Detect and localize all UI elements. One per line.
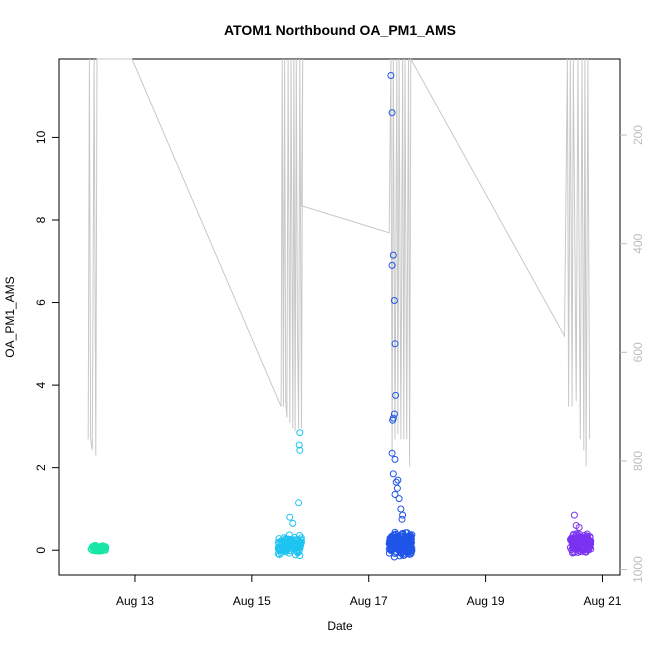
data-point [389, 416, 397, 424]
series-3 [385, 72, 416, 561]
points-layer [87, 72, 595, 561]
data-point [386, 539, 394, 547]
data-point [386, 534, 394, 542]
series-1 [87, 541, 110, 555]
data-point [296, 429, 304, 437]
data-point [95, 547, 103, 555]
data-point [405, 543, 413, 551]
x-tick-label: Aug 13 [116, 594, 154, 608]
data-point [400, 542, 408, 549]
data-point [586, 538, 593, 546]
data-point [296, 552, 304, 560]
data-point [394, 476, 402, 484]
data-point [577, 537, 585, 544]
pressure-line-layer [87, 57, 591, 467]
data-point [396, 552, 404, 560]
data-point [97, 543, 105, 551]
data-point [102, 543, 110, 551]
y2-tick-label: 400 [631, 233, 645, 253]
y-axis-label: OA_PM1_AMS [3, 276, 17, 357]
data-point [285, 531, 293, 539]
pressure-line [87, 57, 591, 467]
data-point [295, 499, 303, 507]
data-point [296, 446, 304, 454]
data-point [575, 524, 583, 531]
data-point [295, 538, 303, 546]
data-point [397, 505, 405, 513]
series-2 [274, 429, 305, 560]
data-point [392, 391, 400, 399]
data-point [581, 545, 589, 553]
data-point [391, 491, 399, 498]
data-point [294, 541, 301, 549]
y-tick-label: 10 [34, 130, 48, 144]
data-point [391, 535, 399, 543]
series-4 [566, 511, 595, 557]
data-point [575, 530, 583, 538]
data-point [399, 511, 407, 519]
data-point [395, 495, 403, 503]
data-point [399, 552, 407, 559]
y2-tick-label: 200 [631, 125, 645, 145]
data-point [569, 543, 577, 551]
data-point [393, 484, 401, 492]
x-tick-label: Aug 15 [233, 594, 271, 608]
data-point [407, 549, 415, 556]
y2-axis: 200 400 600 800 1000 [620, 125, 645, 583]
data-point [289, 519, 297, 527]
data-point [388, 109, 396, 117]
data-point [580, 534, 588, 542]
data-point [398, 515, 406, 523]
data-point [98, 547, 106, 555]
data-point [274, 544, 282, 552]
data-point [389, 470, 397, 478]
y-tick-label: 6 [34, 299, 48, 306]
y-tick-label: 0 [34, 547, 48, 554]
y-tick-label: 2 [34, 464, 48, 471]
data-point [286, 513, 294, 521]
data-point [277, 538, 285, 546]
data-point [390, 410, 398, 418]
data-point [390, 531, 398, 539]
plot-frame [58, 58, 621, 576]
data-point [297, 534, 305, 542]
chart-title: ATOM1 Northbound OA_PM1_AMS [224, 22, 456, 38]
data-point [398, 530, 406, 538]
data-point [390, 545, 397, 553]
data-point [574, 548, 582, 556]
data-point [295, 441, 303, 449]
data-point [388, 449, 396, 457]
x-tick-label: Aug 17 [350, 594, 388, 608]
x-axis-label: Date [327, 619, 353, 633]
x-tick-label: Aug 21 [583, 594, 621, 608]
x-axis: Aug 13 Aug 15 Aug 17 Aug 19 Aug 21 [116, 575, 622, 608]
data-point [391, 340, 399, 348]
data-point [388, 261, 396, 269]
data-point [284, 542, 292, 550]
data-point [408, 544, 416, 552]
data-point [390, 297, 398, 304]
y-tick-label: 8 [34, 216, 48, 223]
data-point [292, 551, 299, 559]
data-point [389, 251, 397, 259]
y-tick-label: 4 [34, 381, 48, 388]
data-point [576, 540, 584, 548]
data-point [572, 530, 580, 538]
data-point [391, 455, 399, 463]
x-tick-label: Aug 19 [467, 594, 505, 608]
data-point [569, 535, 577, 543]
data-point [282, 548, 290, 556]
y-axis: 0 2 4 6 8 10 [34, 130, 59, 554]
data-point [570, 511, 578, 519]
y2-tick-label: 800 [631, 451, 645, 471]
data-point [387, 72, 395, 79]
data-point [579, 547, 587, 555]
y2-tick-label: 1000 [631, 556, 645, 583]
y2-tick-label: 600 [631, 342, 645, 362]
